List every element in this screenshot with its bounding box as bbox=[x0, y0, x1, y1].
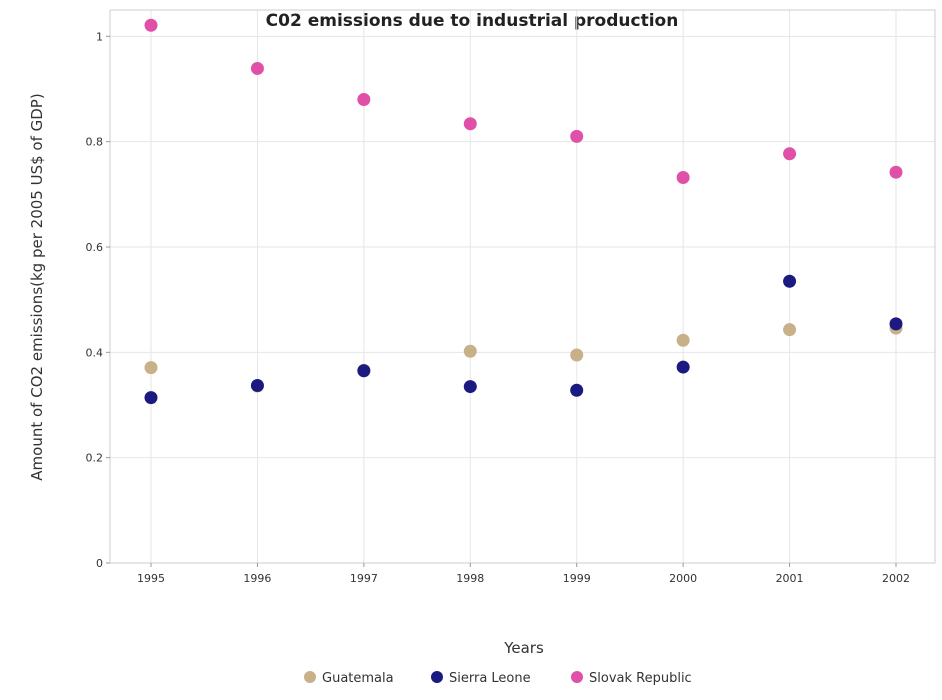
point-slovak-republic-1997 bbox=[357, 93, 371, 107]
plot-frame bbox=[109, 9, 936, 564]
y-tick-label: 0.6 bbox=[86, 241, 104, 254]
y-axis-label: Amount of CO2 emissions(kg per 2005 US$ … bbox=[28, 93, 46, 480]
point-sierra-leone-1995 bbox=[144, 391, 158, 405]
point-slovak-republic-1995 bbox=[144, 18, 158, 32]
point-slovak-republic-1999 bbox=[570, 129, 584, 143]
legend-label: Sierra Leone bbox=[449, 671, 531, 686]
x-axis-label: Years bbox=[503, 639, 544, 657]
x-tick-label: 2002 bbox=[882, 572, 910, 585]
point-slovak-republic-2001 bbox=[783, 147, 797, 161]
x-tick-label: 1999 bbox=[563, 572, 591, 585]
y-tick-label: 0.2 bbox=[86, 452, 104, 465]
point-sierra-leone-2000 bbox=[676, 360, 690, 374]
y-tick-label: 0.4 bbox=[86, 346, 104, 359]
legend-marker-sierra-leone bbox=[431, 671, 443, 683]
point-sierra-leone-1998 bbox=[463, 380, 477, 394]
y-tick-label: 1 bbox=[96, 30, 103, 43]
point-slovak-republic-1998 bbox=[463, 117, 477, 131]
point-guatemala-1995 bbox=[144, 361, 158, 375]
x-tick-label: 2001 bbox=[776, 572, 804, 585]
point-guatemala-1998 bbox=[463, 344, 477, 358]
grid bbox=[110, 10, 935, 564]
point-sierra-leone-2001 bbox=[783, 274, 797, 288]
point-guatemala-2000 bbox=[676, 333, 690, 347]
point-slovak-republic-2000 bbox=[676, 170, 690, 184]
data-points bbox=[144, 18, 903, 405]
point-sierra-leone-2002 bbox=[889, 317, 903, 331]
x-axis-ticks: 1995 1996 1997 1998 1999 2000 2001 2002 bbox=[137, 563, 910, 585]
legend: Guatemala Sierra Leone Slovak Republic bbox=[304, 671, 692, 686]
x-tick-label: 1998 bbox=[456, 572, 484, 585]
legend-label: Slovak Republic bbox=[589, 671, 692, 686]
point-slovak-republic-1996 bbox=[250, 61, 264, 75]
y-tick-label: 0 bbox=[96, 557, 103, 570]
x-tick-label: 1995 bbox=[137, 572, 165, 585]
x-tick-label: 1996 bbox=[243, 572, 271, 585]
y-axis-ticks: 0 0.2 0.4 0.6 0.8 1 bbox=[86, 30, 110, 570]
x-tick-label: 2000 bbox=[669, 572, 697, 585]
point-slovak-republic-2002 bbox=[889, 165, 903, 179]
point-sierra-leone-1999 bbox=[570, 383, 584, 397]
legend-label: Guatemala bbox=[322, 671, 394, 686]
y-tick-label: 0.8 bbox=[86, 136, 104, 149]
legend-marker-slovak-republic bbox=[571, 671, 583, 683]
point-sierra-leone-1997 bbox=[357, 364, 371, 378]
legend-marker-guatemala bbox=[304, 671, 316, 683]
point-sierra-leone-1996 bbox=[250, 379, 264, 393]
x-tick-label: 1997 bbox=[350, 572, 378, 585]
point-guatemala-2001 bbox=[783, 323, 797, 337]
chart-title: C02 emissions due to industrial producti… bbox=[266, 11, 679, 31]
point-guatemala-1999 bbox=[570, 348, 584, 362]
